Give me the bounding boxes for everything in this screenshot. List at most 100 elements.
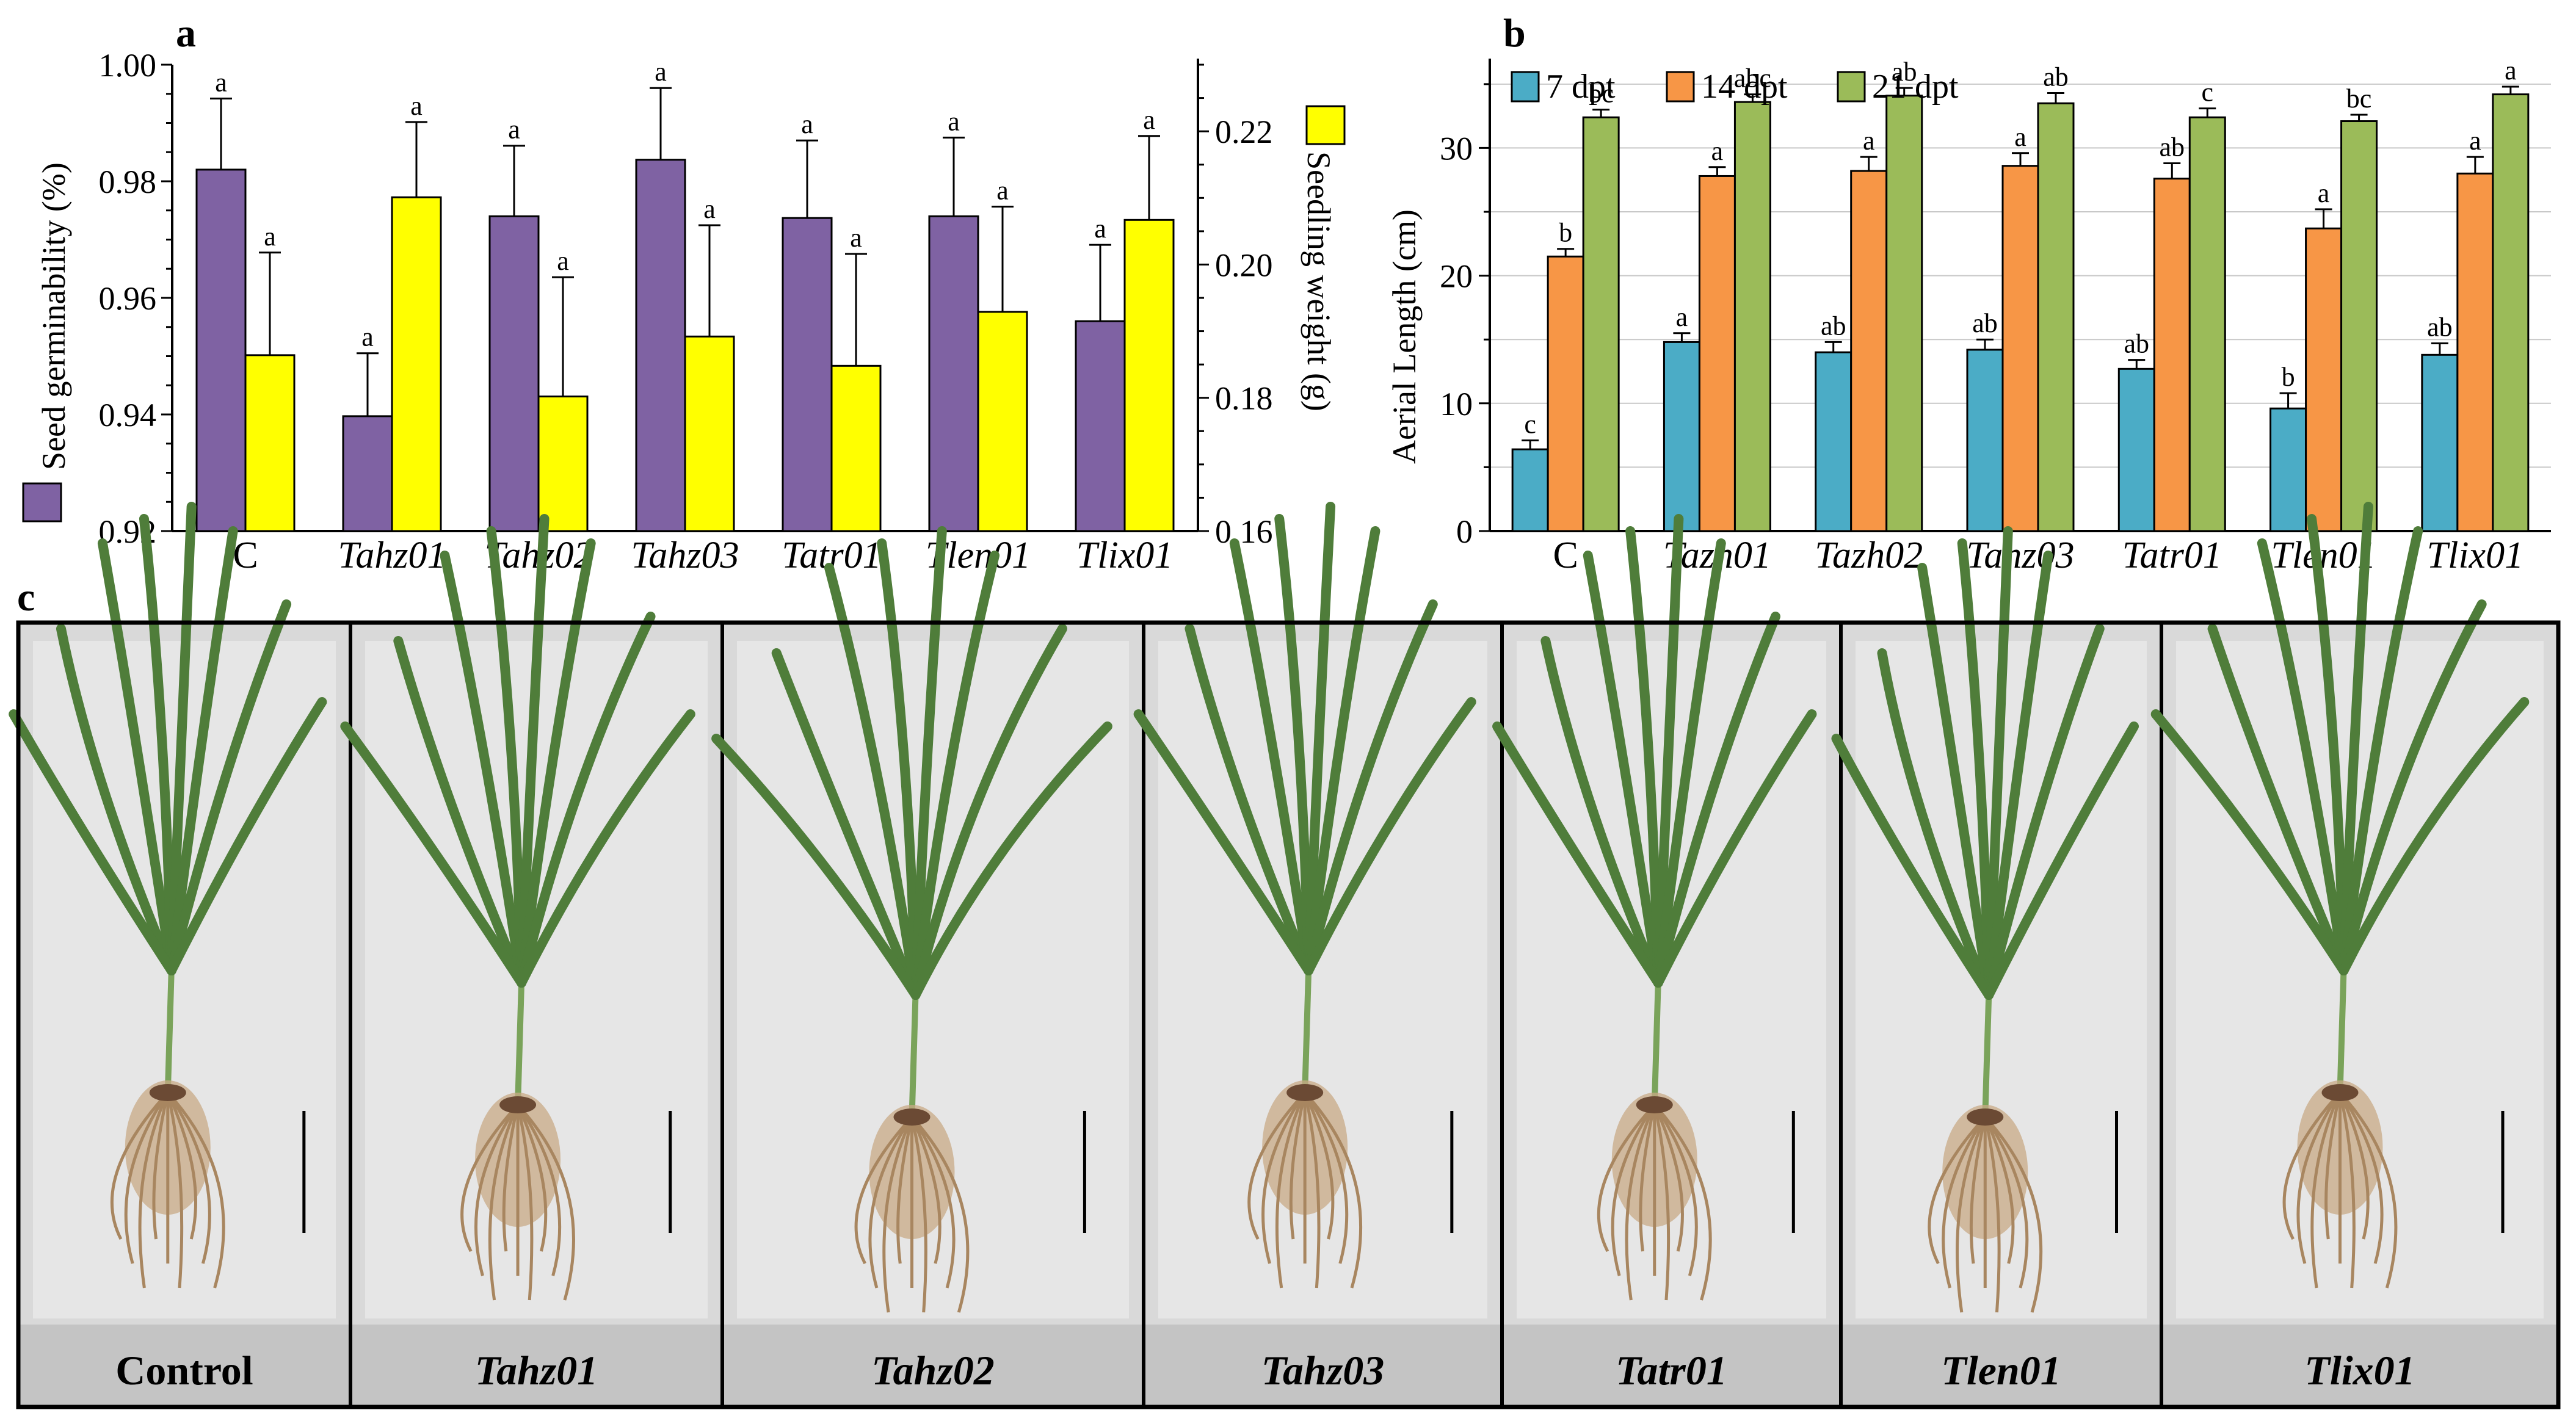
root-strand [854, 1116, 913, 1265]
root-strand [2338, 1091, 2370, 1240]
y-axis-label-left: Seed germinability (%) [35, 162, 72, 470]
root-strand [1928, 1116, 1987, 1265]
significance-letter: a [1676, 302, 1688, 332]
x-tick-label: C [1553, 535, 1578, 576]
root-mass [1928, 1105, 2043, 1313]
root-strand [2282, 1091, 2342, 1240]
leaf-blade [2338, 502, 2373, 975]
leaf-blade [440, 551, 527, 988]
bar-14-dpt-C [1547, 255, 1584, 532]
legend-swatch [1666, 71, 1695, 103]
root-strand [152, 1092, 170, 1240]
root-strand [2296, 1091, 2342, 1264]
root-crown [1636, 1096, 1673, 1113]
significance-letter: a [948, 106, 960, 136]
y-tick-label: 0 [1456, 513, 1473, 550]
y-axis-label-b: Aerial Length (cm) [1386, 209, 1423, 464]
leaf-blade [910, 526, 947, 1000]
significance-letter: a [1143, 105, 1155, 135]
bar-14-dpt-Tazh02 [1850, 170, 1888, 532]
root-crown [1286, 1084, 1324, 1101]
legend-swatch [1837, 71, 1866, 103]
y-tick-label-left: 0.94 [99, 397, 157, 433]
leaf-blade [1831, 734, 1994, 1000]
significance-letter: c [2202, 78, 2214, 107]
bar-21-dpt-Tlen01 [2340, 120, 2378, 532]
significance-letter: a [1863, 126, 1875, 156]
photo-label: Control [115, 1347, 253, 1394]
bar-21-dpt-Tahz03 [2037, 102, 2075, 532]
photo-label: Tahz02 [871, 1347, 995, 1394]
x-tick-label: Tatr01 [2122, 535, 2222, 576]
leaf-blade [56, 624, 176, 975]
y-tick-label-right: 0.22 [1215, 114, 1273, 150]
panel-b-bars [1511, 85, 2530, 532]
leaf-blade [1625, 526, 1663, 988]
y-axis-label-right: Seedling weight (g) [1301, 151, 1337, 411]
label-strip [1841, 1325, 2161, 1407]
root-strand [138, 1091, 170, 1289]
leaf-blade [1984, 624, 2105, 1000]
y-tick-label-right: 0.18 [1215, 380, 1273, 417]
photo-panel-frame [16, 620, 2561, 1409]
leaf-blade [1583, 551, 1663, 988]
bar-14-dpt-Tatr01 [2153, 178, 2191, 532]
leaf-blade [1984, 526, 2013, 1000]
photo-label: Tatr01 [1616, 1347, 1727, 1394]
root-strand [1611, 1104, 1656, 1276]
root-strand [110, 1091, 169, 1240]
root-strand [868, 1116, 913, 1289]
bar-seedling-weight-Tahz01 [391, 196, 442, 532]
leaf-blade [2150, 709, 2349, 975]
leaf-blade [1653, 709, 1817, 988]
bar-21-dpt-Tatr01 [2188, 116, 2226, 532]
leaf-blade [2307, 514, 2349, 975]
leaf-blade [1185, 624, 1314, 975]
y-tick-label-left: 1.00 [99, 47, 157, 84]
photo-label: Tlen01 [1941, 1347, 2061, 1394]
significance-letter: a [557, 246, 569, 276]
leaf-blade [166, 526, 238, 975]
bar-7-dpt-Tazh02 [1815, 351, 1852, 532]
y-tick-label: 20 [1440, 258, 1473, 295]
bar-7-dpt-Tahz03 [1966, 349, 2004, 532]
photo-cell-Tahz03: Tahz03 [1133, 502, 1502, 1407]
leaf-blade [1304, 697, 1476, 975]
root-strand [516, 1104, 562, 1276]
root-crown [149, 1084, 186, 1101]
seedling [9, 502, 327, 1289]
root-strand [2338, 1092, 2356, 1289]
root-mass [1597, 1093, 1712, 1301]
significance-letter: c [1524, 409, 1536, 439]
seedling [2150, 502, 2530, 1289]
root-strand [1303, 1092, 1321, 1289]
root-strand [1969, 1116, 1987, 1264]
leaf-blade [1492, 721, 1663, 988]
root-strand [166, 1091, 197, 1240]
significance-letter: a [215, 67, 227, 97]
leaf-blade [486, 526, 527, 988]
leaf-blade [2338, 526, 2423, 975]
significance-letter: a [1094, 214, 1106, 244]
legend-label: 14 dpt [1701, 68, 1788, 106]
significance-letter: ab [2427, 312, 2453, 342]
photo-cell-Tlix01: Tlix01 [2150, 502, 2558, 1407]
bar-germinability-Tahz02 [488, 215, 540, 532]
x-tick-label: Tlen01 [2271, 535, 2376, 576]
y-tick-label-left: 0.96 [99, 280, 157, 317]
root-strand [516, 1104, 534, 1301]
leaf-blade [166, 599, 292, 975]
panel-a-bars [195, 87, 1175, 532]
root-strand [1639, 1104, 1656, 1252]
leaf-blade [2338, 599, 2487, 975]
significance-letter: a [2505, 56, 2517, 85]
root-strand [896, 1116, 913, 1264]
significance-letter: a [801, 109, 813, 139]
bar-germinability-Tatr01 [782, 217, 833, 532]
bar-21-dpt-Tazh01 [1733, 101, 1771, 532]
root-strand [1247, 1091, 1306, 1240]
label-strip [2161, 1325, 2558, 1407]
bar-21-dpt-Tlix01 [2492, 93, 2530, 532]
significance-letter: ab [2124, 329, 2150, 359]
